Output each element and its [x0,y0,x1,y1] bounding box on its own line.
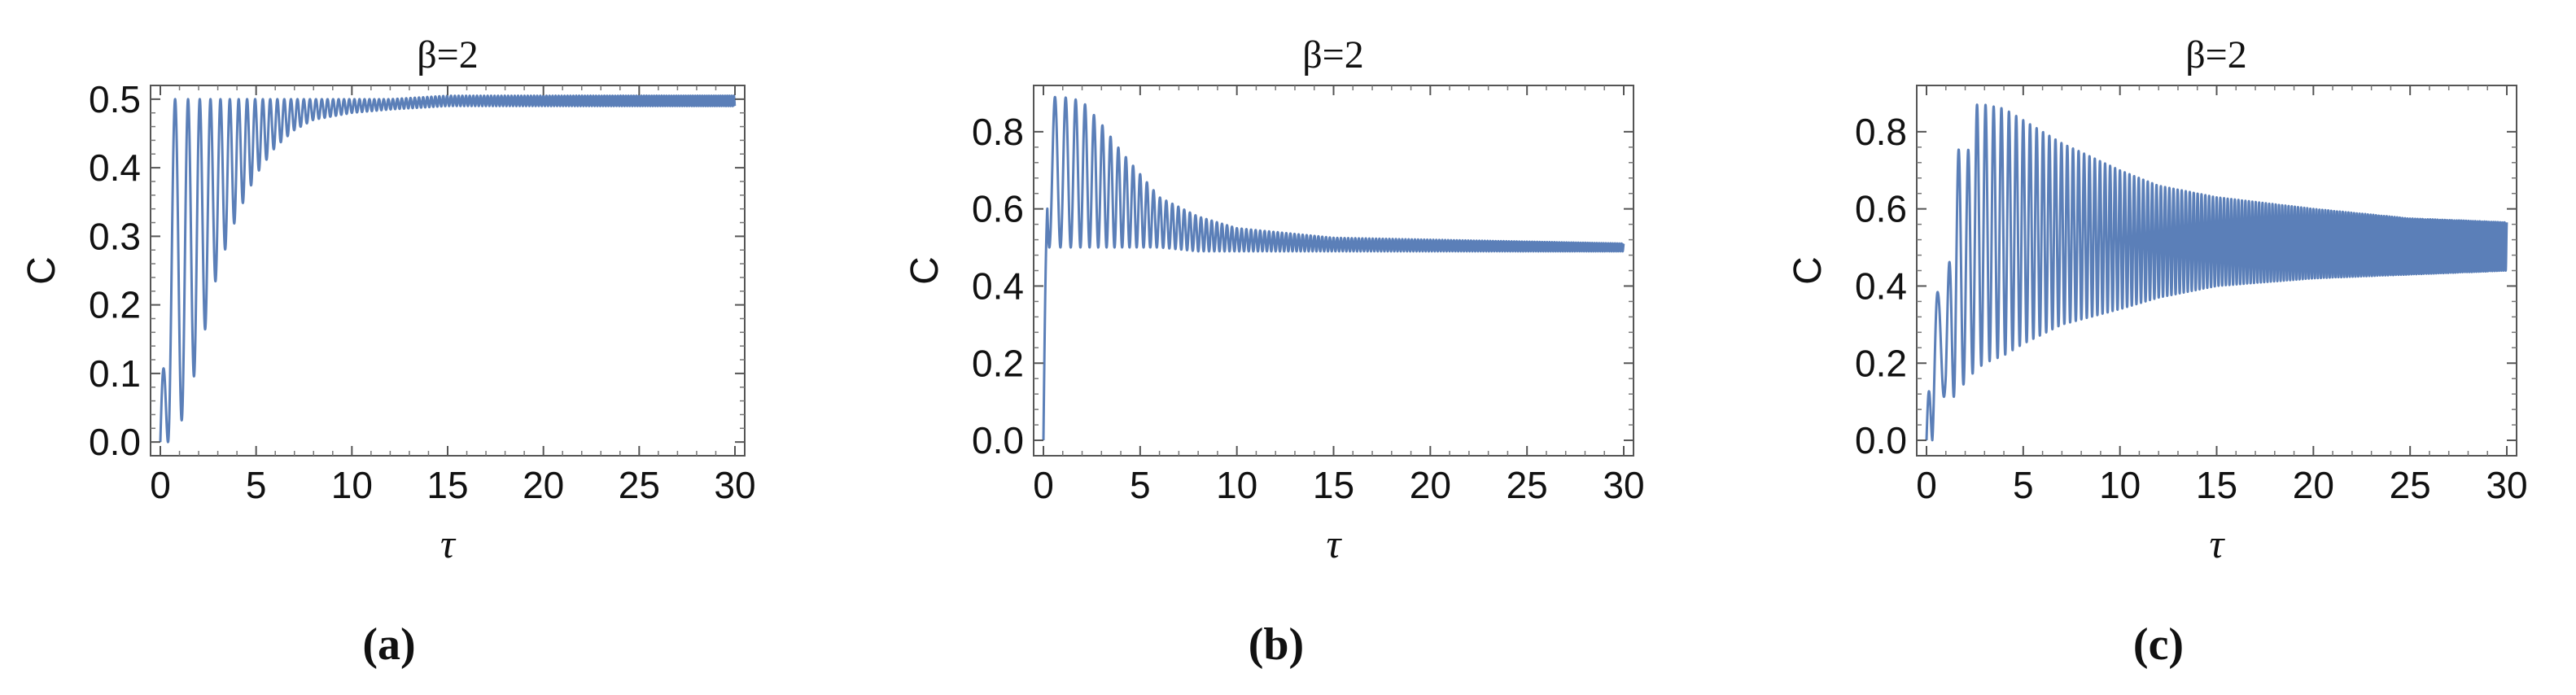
y-axis-label: C [20,256,63,285]
y-tick-label: 0.0 [1855,419,1907,461]
y-tick-label: 0.8 [1855,111,1907,153]
chart-title: β=2 [417,33,479,76]
x-tick-label: 15 [1313,464,1354,506]
y-tick-label: 0.8 [972,111,1024,153]
y-axis-label: C [1787,256,1830,285]
plot-frame [1033,85,1634,457]
y-tick-label: 0.2 [972,342,1024,384]
x-tick-label: 10 [2099,464,2141,506]
series-line [159,94,737,444]
y-tick-label: 0.1 [89,352,141,395]
chart-panel-c: 0 5 10 15 20 25 30 0.0 0.2 0.4 0.6 0.8 β=2 τ C (c) [1787,33,2528,670]
x-tick-label: 15 [426,464,468,506]
y-tick-label: 0.2 [89,284,141,326]
x-tick-label: 10 [331,464,373,506]
y-axis-label: C [903,256,947,285]
x-tick-label: 15 [2196,464,2237,506]
chart-panel-a: 0 5 10 15 20 25 30 0.0 0.1 0.2 0.3 0.4 0.5 β=2 τ C (a) [20,33,756,670]
x-tick-label: 25 [619,464,660,506]
x-axis-label: τ [440,521,457,566]
x-tick-label: 25 [2390,464,2431,506]
x-tick-label: 20 [2293,464,2334,506]
x-axis-label: τ [1327,521,1343,566]
chart-title: β=2 [1302,33,1364,76]
y-tick-label: 0.0 [89,421,141,463]
panel-label: (a) [362,619,415,670]
y-tick-label: 0.0 [972,419,1024,461]
y-tick-label: 0.4 [89,146,141,189]
y-tick-label: 0.4 [1855,264,1907,307]
x-tick-label: 5 [1130,464,1151,506]
x-axis-label: τ [2210,521,2226,566]
x-tick-label: 30 [2486,464,2527,506]
panel-label: (c) [2133,619,2184,670]
x-tick-label: 20 [1410,464,1451,506]
y-tick-label: 0.4 [972,264,1024,307]
x-tick-label: 20 [523,464,564,506]
series-line [1925,103,2508,442]
x-tick-label: 5 [246,464,267,506]
series-line [1042,95,1625,441]
y-tick-label: 0.5 [89,78,141,120]
y-tick-label: 0.3 [89,215,141,257]
panel-label: (b) [1249,619,1304,670]
x-tick-label: 25 [1507,464,1548,506]
x-tick-label: 10 [1216,464,1257,506]
x-tick-label: 30 [714,464,755,506]
y-tick-label: 0.6 [972,188,1024,230]
x-tick-label: 0 [1916,464,1937,506]
y-tick-label: 0.2 [1855,342,1907,384]
chart-title: β=2 [2185,33,2247,76]
x-tick-label: 5 [2013,464,2034,506]
y-tick-label: 0.6 [1855,188,1907,230]
x-tick-label: 0 [150,464,171,506]
x-tick-label: 30 [1603,464,1644,506]
chart-panel-b: 0 5 10 15 20 25 30 0.0 0.2 0.4 0.6 0.8 β=2 τ C (b) [903,33,1645,670]
x-tick-label: 0 [1033,464,1054,506]
